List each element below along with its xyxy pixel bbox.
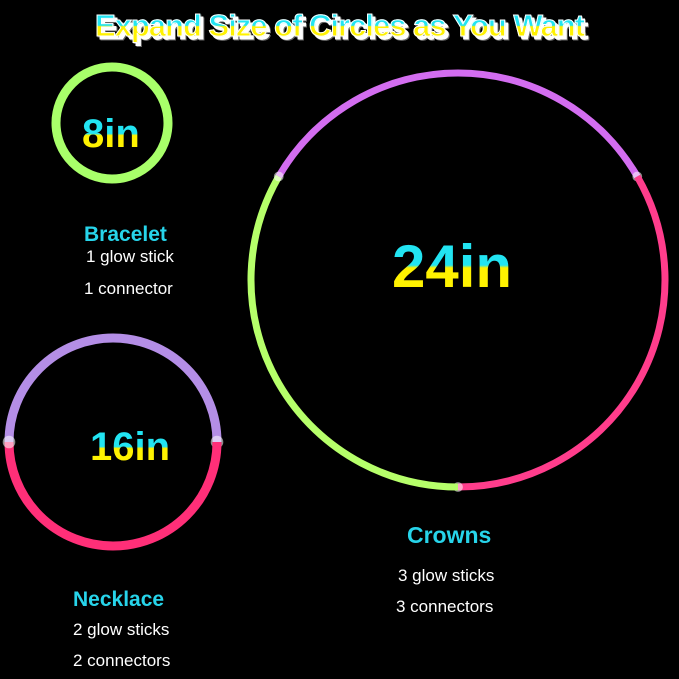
ring-segment [4,441,222,551]
ring-segment [247,174,459,491]
necklace-sticks: 2 glow sticks [73,620,170,639]
connector [273,171,284,182]
necklace-ring [2,333,224,551]
ring-segment [4,333,222,443]
bracelet-size: 8in [82,112,140,156]
bracelet-label: Bracelet [84,223,167,246]
bracelet-sticks: 1 glow stick [86,247,174,266]
crowns-sticks: 3 glow sticks [398,566,495,585]
bracelet-connectors: 1 connector [84,279,173,298]
connector [2,435,16,449]
headline: Expand Size of Circles as You Want [0,8,679,44]
bracelet-ring [51,62,173,184]
ring-segment [457,174,669,491]
crowns-label: Crowns [407,522,492,548]
necklace-size: 16in [90,425,171,469]
crowns-connectors: 3 connectors [396,597,494,616]
necklace-connectors: 2 connectors [73,651,171,670]
crown-ring [247,69,669,492]
crowns-size: 24in [392,233,513,300]
necklace-label: Necklace [73,588,165,611]
ring-segment [275,69,641,179]
